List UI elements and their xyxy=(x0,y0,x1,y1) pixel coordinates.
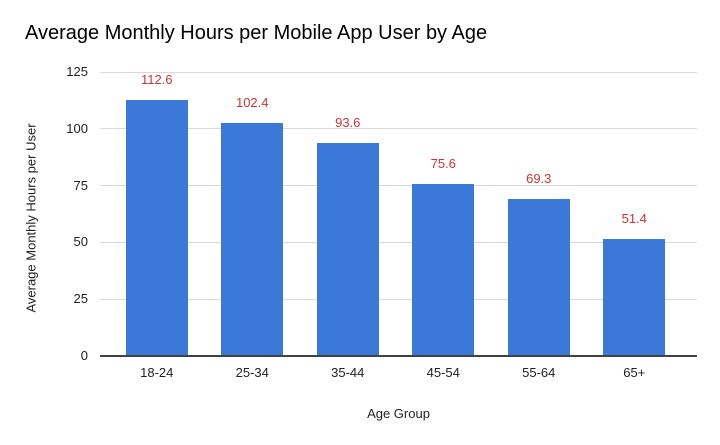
x-axis-line xyxy=(100,355,697,357)
bar-value-label: 51.4 xyxy=(621,211,647,227)
bar-group: 69.3 xyxy=(491,72,587,356)
plot-area: 112.6 102.4 93.6 75.6 69.3 51.4 xyxy=(100,71,697,357)
x-tick-label: 65+ xyxy=(623,365,646,380)
bar-value-label: 112.6 xyxy=(140,72,173,88)
x-axis-title: Age Group xyxy=(367,406,430,421)
gridline xyxy=(100,128,697,130)
gridline xyxy=(100,241,697,243)
bar-value-label: 102.4 xyxy=(235,95,269,111)
bars-layer: 112.6 102.4 93.6 75.6 69.3 51.4 xyxy=(109,72,682,356)
bar xyxy=(316,143,379,356)
x-axis-tick-labels: 18-24 25-34 35-44 45-54 55-64 65+ xyxy=(109,364,682,382)
y-tick-label: 125 xyxy=(66,64,88,79)
y-tick-label: 100 xyxy=(66,120,88,136)
x-tick-label: 35-44 xyxy=(331,365,365,380)
x-tick-label: 18-24 xyxy=(140,365,174,380)
x-tick-label: 25-34 xyxy=(235,365,269,380)
gridline xyxy=(100,71,697,73)
x-tick-label: 45-54 xyxy=(426,365,460,380)
gridline xyxy=(100,185,697,187)
y-axis-title: Average Monthly Hours per User xyxy=(23,123,39,313)
bar-value-label: 75.6 xyxy=(430,156,456,172)
y-tick-label: 0 xyxy=(80,348,88,363)
bar-value-label: 93.6 xyxy=(335,115,361,131)
bar-value-label: 69.3 xyxy=(526,170,552,186)
bar-group: 75.6 xyxy=(396,72,492,356)
y-tick-label: 75 xyxy=(73,177,88,193)
x-tick-label: 55-64 xyxy=(522,365,556,380)
bar-group: 51.4 xyxy=(587,72,683,356)
gridline xyxy=(100,298,697,300)
bar-group: 102.4 xyxy=(205,72,301,356)
bar-group: 112.6 xyxy=(109,72,205,356)
bar-group: 93.6 xyxy=(300,72,396,356)
bar xyxy=(125,100,188,356)
bar xyxy=(412,184,475,356)
bar xyxy=(603,239,666,356)
bar xyxy=(221,123,284,356)
bar xyxy=(507,198,570,356)
chart-title: Average Monthly Hours per Mobile App Use… xyxy=(25,22,488,44)
y-tick-label: 50 xyxy=(73,234,88,250)
y-tick-label: 25 xyxy=(73,291,88,307)
